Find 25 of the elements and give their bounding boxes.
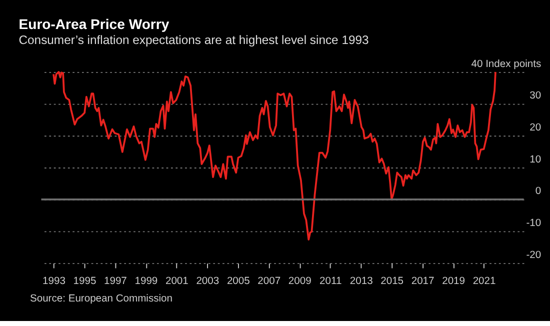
x-tick-label: 2017 (411, 276, 435, 288)
y-tick-label: 40 Index points (471, 58, 542, 70)
x-tick-label: 2015 (380, 276, 404, 288)
x-tick-label: 2011 (320, 276, 342, 288)
x-tick-label: 2009 (288, 276, 312, 288)
x-tick-label: 1995 (73, 276, 96, 288)
y-tick-label: -10 (526, 218, 542, 230)
y-tick-label: 10 (530, 154, 542, 166)
x-tick-label: 2003 (196, 276, 220, 288)
x-tick-label: 2013 (350, 276, 374, 288)
y-tick-label: 0 (535, 186, 542, 198)
x-tick-label: 2021 (472, 276, 496, 288)
source-note: Source: European Commission (30, 294, 173, 305)
x-tick-label: 1993 (42, 276, 66, 288)
x-tick-label: 2007 (258, 276, 281, 288)
chart-subtitle: Consumer’s inflation expectations are at highest level since 1993 (18, 32, 370, 47)
x-tick-label: 2019 (442, 276, 466, 288)
x-tick-label: 2001 (165, 276, 189, 288)
y-tick-label: 20 (530, 122, 542, 134)
x-tick-label: 1999 (134, 276, 158, 288)
y-tick-label: 30 (530, 90, 542, 102)
x-tick-label: 1997 (104, 276, 128, 288)
chart-title: Euro-Area Price Worry (18, 16, 170, 32)
y-tick-label: -20 (526, 250, 542, 261)
x-tick-label: 2005 (226, 276, 250, 288)
